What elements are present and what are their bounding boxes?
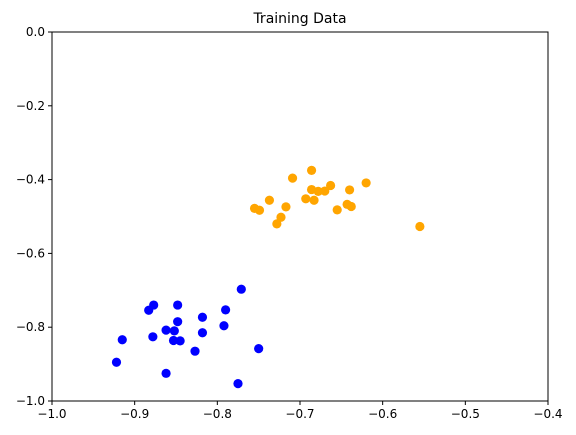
y-tick-label: −0.6 <box>16 246 45 260</box>
data-point <box>233 379 243 389</box>
data-point <box>415 221 425 232</box>
data-point <box>301 194 311 204</box>
data-point <box>361 178 371 188</box>
data-point <box>272 219 282 229</box>
data-point <box>168 335 179 346</box>
data-point <box>254 344 264 354</box>
y-tick-label: −0.2 <box>16 99 45 113</box>
data-point <box>173 317 183 327</box>
y-tick-label: 0.0 <box>26 25 45 39</box>
data-point <box>325 180 336 191</box>
x-tick-label: −0.6 <box>368 407 397 421</box>
y-tick-label: −0.8 <box>16 320 45 334</box>
x-axis: −1.0 −0.9 −0.8 −0.7 −0.6 −0.5 −0.4 <box>37 401 563 421</box>
data-point <box>254 205 265 215</box>
data-point <box>332 205 342 215</box>
data-point <box>320 186 330 196</box>
data-point <box>111 357 122 367</box>
x-tick-label: −0.9 <box>120 407 149 421</box>
x-tick-label: −1.0 <box>37 407 66 421</box>
data-point <box>197 328 208 338</box>
data-point <box>161 325 171 335</box>
data-point <box>346 201 356 212</box>
x-tick-label: −0.7 <box>285 407 314 421</box>
data-point <box>219 321 229 331</box>
data-point <box>313 186 323 197</box>
y-tick-label: −0.4 <box>16 173 45 187</box>
x-tick-label: −0.4 <box>533 407 562 421</box>
data-point <box>173 300 183 310</box>
data-point <box>190 346 200 356</box>
data-point <box>197 312 208 322</box>
data-point <box>236 284 246 294</box>
data-point <box>148 332 158 342</box>
y-axis: 0.0 −0.2 −0.4 −0.6 −0.8 −1.0 <box>16 25 52 408</box>
data-point <box>169 326 179 336</box>
data-point <box>287 173 298 183</box>
data-point <box>281 202 291 212</box>
data-point <box>264 195 275 205</box>
y-tick-label: −1.0 <box>16 394 45 408</box>
data-point <box>309 195 319 205</box>
data-point <box>221 305 231 315</box>
data-point <box>276 212 286 222</box>
chart-title: Training Data <box>252 11 346 27</box>
data-point <box>306 165 317 175</box>
data-point <box>149 300 159 310</box>
x-tick-label: −0.8 <box>203 407 232 421</box>
plot-frame <box>51 31 549 402</box>
x-tick-label: −0.5 <box>451 407 480 421</box>
chart-marks <box>111 165 425 389</box>
data-point <box>345 185 355 195</box>
data-point <box>175 336 185 346</box>
data-point <box>161 368 171 378</box>
data-point <box>117 335 127 345</box>
